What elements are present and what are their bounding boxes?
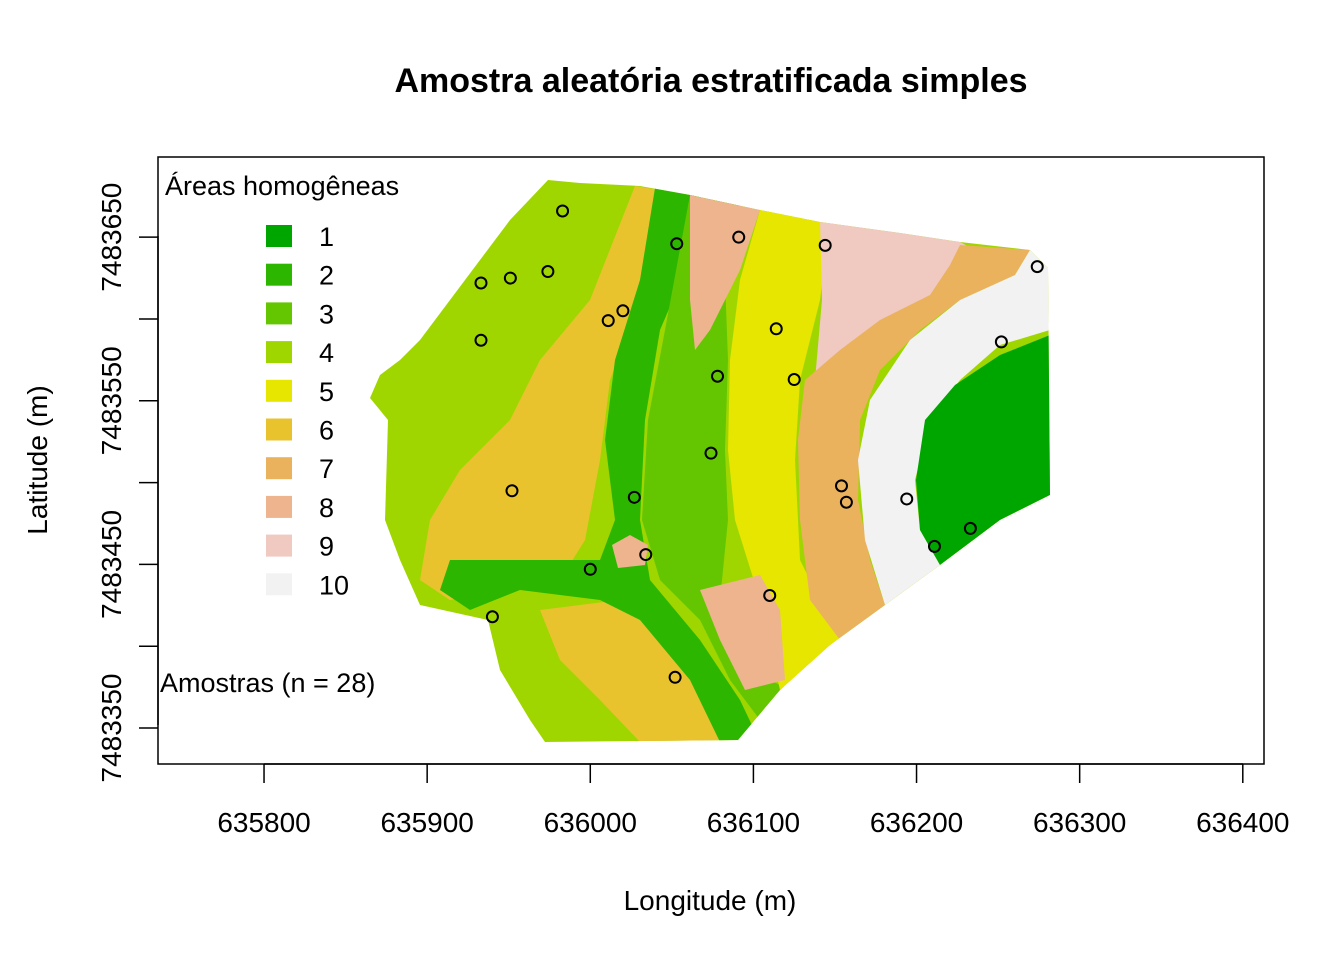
sample-point [769,322,783,336]
strata-map [370,180,1050,742]
legend-swatch [266,379,292,402]
stratum-1-east [916,335,1050,565]
y-axis-label: Latitude (m) [22,385,53,534]
legend-label: 9 [319,532,334,562]
stratum-6-region [420,186,690,600]
sample-point [627,490,641,504]
sample-point [711,369,725,383]
sample-point [601,314,615,328]
legend-swatch [266,341,292,364]
legend-label: 7 [319,454,334,484]
x-tick-label: 636300 [1033,807,1126,838]
x-tick-label: 636400 [1196,807,1289,838]
sample-point [556,204,570,218]
y-tick-label: 7483450 [96,510,127,619]
legend-label: 5 [319,377,334,407]
legend: Áreas homogêneas 1 2 3 4 5 6 7 8 9 10 Amostras (n… [160,171,399,698]
sample-point [704,446,718,460]
y-tick-label: 7483350 [96,673,127,782]
sample-point [485,610,499,624]
sample-point [670,237,684,251]
y-tick-label: 7483550 [96,346,127,455]
sample-point [639,548,653,562]
stratum-3-band [642,195,790,720]
sample-point [474,276,488,290]
x-tick-label: 635800 [217,807,310,838]
x-tick-label: 635900 [380,807,473,838]
stratum-2-band [440,188,760,742]
sample-point [668,670,682,684]
sample-point [541,265,555,279]
sample-point [616,304,630,318]
x-tick-label: 636200 [870,807,963,838]
sample-point [963,521,977,535]
y-axis: 7483350 7483450 7483550 7483650 [96,183,159,783]
sample-point [474,333,488,347]
sample-point [835,479,849,493]
stratum-6-south [540,600,738,742]
legend-title: Áreas homogêneas [165,171,399,201]
legend-swatch [266,302,292,325]
sample-point [732,230,746,244]
legend-label: 1 [319,222,334,252]
sample-point [583,562,597,576]
samples-label: Amostras (n = 28) [160,668,375,698]
sample-point [994,335,1008,349]
chart-title: Amostra aleatória estratificada simples [394,62,1027,100]
legend-swatch [266,225,292,247]
sample-point [787,373,801,387]
stratum-10-band [858,250,1050,605]
x-tick-label: 636100 [707,807,800,838]
stratum-8-south [700,575,785,690]
legend-label: 3 [319,299,334,329]
y-tick-label: 7483650 [96,183,127,292]
sample-point [503,271,517,285]
x-tick-label: 636000 [544,807,637,838]
legend-swatch [266,573,292,596]
legend-label: 4 [319,338,334,368]
sample-point [505,484,519,498]
x-axis: 635800 635900 636000 636100 636200 636300 6364… [217,763,1290,838]
legend-swatch [266,418,292,441]
legend-label: 10 [319,570,349,600]
legend-label: 6 [319,416,334,446]
stratum-8-center [612,535,648,568]
sample-point [900,492,914,506]
legend-swatch [266,534,292,557]
legend-swatch [266,263,292,286]
sample-point [818,238,832,252]
legend-swatch [266,495,292,518]
legend-label: 2 [319,261,334,291]
stratum-5-band [728,210,840,690]
sample-point [839,495,853,509]
x-axis-label: Longitude (m) [624,885,797,916]
sample-point [1030,260,1044,274]
legend-label: 8 [319,493,334,523]
sample-point [763,588,777,602]
sample-points [474,204,1044,684]
stratum-7-band [798,245,1030,640]
legend-swatch [266,457,292,480]
sample-point [927,539,941,553]
